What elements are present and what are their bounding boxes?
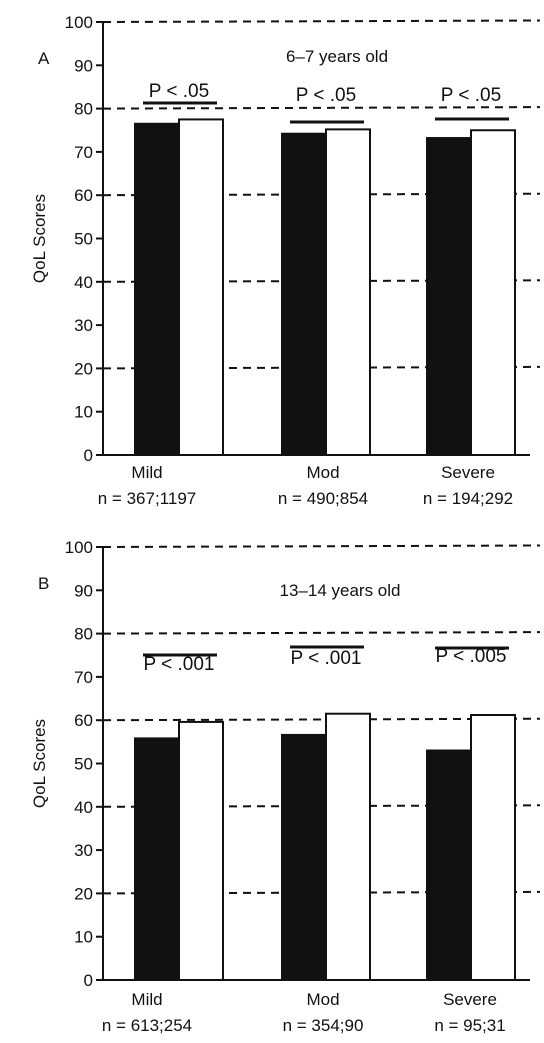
panel-a-bar-mild-2 (178, 118, 224, 457)
panel-b-y-axis-label: QoL Scores (30, 719, 49, 808)
panel-a-y-tick-label-30: 30 (74, 316, 93, 335)
panel-a-y-tick-label-20: 20 (74, 359, 93, 378)
panel-a-gridline-80 (102, 106, 541, 110)
panel-b-subtitle: 13–14 years old (280, 581, 401, 600)
panel-a-bar-mild-1 (134, 122, 180, 456)
panel-b-bar-mild-2 (178, 720, 224, 981)
panel-b-p-label-mild: P < .001 (144, 654, 215, 675)
panel-b-letter: B (38, 574, 49, 593)
panel-a-letter: A (38, 49, 50, 68)
panel-a-y-tick-label-100: 100 (65, 13, 93, 32)
panel-b-y-tick-label-40: 40 (74, 798, 93, 817)
panel-a-y-tick-label-60: 60 (74, 186, 93, 205)
panel-a-n-label-mod: n = 490;854 (278, 489, 368, 508)
panel-a-bar-mod-2 (325, 128, 371, 456)
panel-a-category-label-mod: Mod (306, 463, 339, 482)
panel-b-bar-mild-1 (134, 737, 180, 981)
panel-b-gridline-80 (102, 631, 541, 635)
panel-b-bar-mod-1 (281, 733, 327, 981)
panel-a-y-tick-label-0: 0 (84, 446, 93, 465)
panel-a-bar-severe-1 (426, 137, 472, 456)
panel-a-p-label-severe: P < .05 (441, 85, 501, 106)
panel-a-y-tick-label-90: 90 (74, 56, 93, 75)
panel-a-gridline-100 (102, 19, 541, 23)
panel-b-y-tick-label-70: 70 (74, 668, 93, 687)
panel-b-y-tick-label-100: 100 (65, 538, 93, 557)
panel-a-n-label-severe: n = 194;292 (423, 489, 513, 508)
panel-a-bar-severe-2 (470, 129, 516, 456)
panel-a-y-tick-label-40: 40 (74, 273, 93, 292)
panel-b-n-label-mild: n = 613;254 (102, 1016, 192, 1035)
panel-b-y-tick-label-50: 50 (74, 755, 93, 774)
panel-a-y-tick-label-70: 70 (74, 143, 93, 162)
panel-a-y-axis-label: QoL Scores (30, 194, 49, 283)
panel-a-p-label-mod: P < .05 (296, 85, 356, 106)
panel-a-subtitle: 6–7 years old (286, 47, 388, 66)
panel-a-category-label-mild: Mild (131, 463, 162, 482)
panel-a-y-tick-label-10: 10 (74, 403, 93, 422)
panel-b-bar-mod-2 (325, 712, 371, 982)
panel-a-p-label-mild: P < .05 (149, 81, 209, 102)
panel-b-bar-severe-2 (470, 714, 516, 982)
panel-b-y-tick-label-30: 30 (74, 841, 93, 860)
panel-b-bar-severe-1 (426, 749, 472, 982)
panel-b-y-tick-label-10: 10 (74, 928, 93, 947)
panel-a-category-label-severe: Severe (441, 463, 495, 482)
panel-a-y-tick-label-80: 80 (74, 100, 93, 119)
panel-b-category-label-mild: Mild (131, 990, 162, 1009)
panel-b-n-label-mod: n = 354;90 (283, 1016, 364, 1035)
panel-b-gridline-60 (102, 717, 541, 722)
panel-b-y-tick-label-60: 60 (74, 711, 93, 730)
panel-a-n-label-mild: n = 367;1197 (98, 489, 196, 508)
panel-b-y-tick-label-80: 80 (74, 625, 93, 644)
panel-a-y-tick-label-50: 50 (74, 230, 93, 249)
panel-b-y-tick-label-90: 90 (74, 581, 93, 600)
panel-b-p-label-severe: P < .005 (436, 646, 507, 667)
panel-b-y-tick-label-0: 0 (84, 971, 93, 990)
panel-b-gridline-100 (102, 544, 541, 548)
panel-b-category-label-severe: Severe (443, 990, 497, 1009)
panel-b-category-label-mod: Mod (306, 990, 339, 1009)
panel-b-n-label-severe: n = 95;31 (434, 1016, 505, 1035)
panel-b-p-label-mod: P < .001 (291, 648, 362, 669)
panel-a-bar-mod-1 (281, 132, 327, 457)
panel-b-y-tick-label-20: 20 (74, 884, 93, 903)
